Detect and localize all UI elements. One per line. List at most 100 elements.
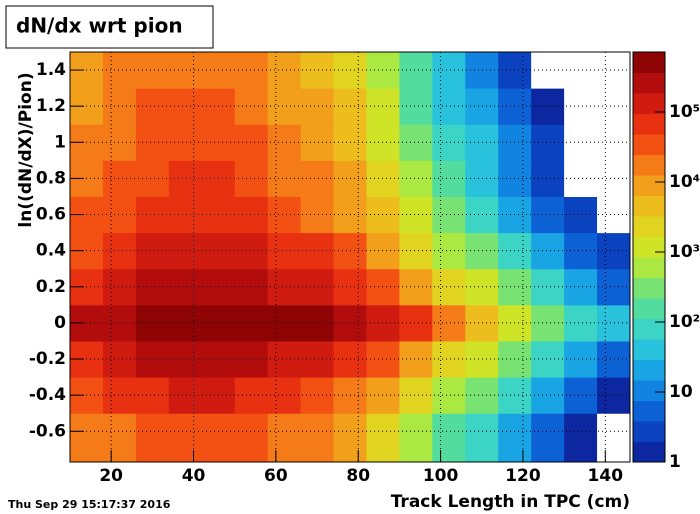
heatmap-cell	[267, 413, 302, 463]
palette-step	[633, 72, 665, 94]
heatmap-cell	[102, 124, 137, 161]
heatmap-cell	[168, 377, 203, 414]
z-tick-label: 10³	[669, 242, 700, 262]
heatmap-cell	[399, 160, 433, 197]
x-axis-label: Track Length in TPC (cm)	[391, 492, 630, 512]
heatmap-cell	[234, 304, 269, 342]
heatmap-cell	[267, 304, 302, 342]
heatmap-cell	[300, 340, 335, 378]
heatmap-cell	[399, 340, 433, 378]
heatmap-cell	[168, 160, 203, 197]
heatmap-cell	[531, 377, 565, 414]
heatmap-cell	[564, 88, 598, 125]
heatmap-cell	[333, 413, 367, 463]
heatmap-cell	[267, 377, 302, 414]
heatmap-cell	[300, 52, 335, 89]
palette-step	[633, 216, 665, 237]
heatmap-cell	[135, 124, 170, 161]
heatmap-cell	[531, 88, 565, 125]
heatmap-cell	[432, 232, 466, 270]
heatmap-cell	[399, 196, 433, 234]
heatmap-cell	[267, 88, 302, 125]
y-tick-label: 0.6	[36, 205, 66, 225]
heatmap-cell	[531, 268, 565, 306]
heatmap-cell	[267, 196, 302, 234]
heatmap-cell	[531, 160, 565, 197]
heatmap-cell	[465, 413, 499, 463]
heatmap-cell	[300, 232, 335, 270]
heatmap-cell	[267, 268, 302, 306]
heatmap-cell	[399, 88, 433, 125]
heatmap-cell	[399, 52, 433, 89]
heatmap-cell	[564, 196, 598, 234]
heatmap-cell	[597, 413, 631, 463]
heatmap-cell	[135, 304, 170, 342]
heatmap-cell	[531, 52, 565, 89]
y-tick-label: 0.2	[36, 277, 66, 297]
x-tick-label: 80	[346, 466, 370, 486]
heatmap-cell	[201, 413, 236, 463]
heatmap-cell	[300, 124, 335, 161]
heatmap-cell	[102, 160, 137, 197]
timestamp: Thu Sep 29 15:17:37 2016	[8, 498, 171, 511]
heatmap-cell	[135, 232, 170, 270]
y-tick-label: 1.4	[36, 60, 66, 80]
heatmap-cell	[168, 52, 203, 89]
heatmap-cell	[432, 196, 466, 234]
heatmap-cell	[300, 413, 335, 463]
z-tick-label: 10	[669, 382, 693, 402]
y-tick-label: 0	[54, 313, 66, 333]
x-tick-label: 20	[99, 466, 123, 486]
heatmap-cell	[432, 268, 466, 306]
y-tick-label: 0.8	[36, 168, 66, 188]
heatmap-cell	[300, 268, 335, 306]
heatmap-cell	[168, 88, 203, 125]
heatmap-cell	[399, 268, 433, 306]
heatmap-cell	[102, 52, 137, 89]
palette-step	[633, 298, 665, 319]
y-tick-label: -0.4	[29, 385, 66, 405]
heatmap-cell	[135, 377, 170, 414]
heatmap-cell	[300, 160, 335, 197]
palette-step	[633, 277, 665, 299]
heatmap-cell	[366, 413, 400, 463]
title-box	[5, 5, 214, 49]
heatmap-cell	[135, 196, 170, 234]
z-tick-label: 10⁵	[669, 102, 700, 122]
heatmap-cell	[234, 88, 269, 125]
heatmap-cell	[399, 124, 433, 161]
heatmap-cell	[135, 413, 170, 463]
heatmap-cell	[135, 52, 170, 89]
palette-step	[633, 236, 665, 258]
heatmap-cell	[102, 268, 137, 306]
heatmap-cell	[135, 88, 170, 125]
heatmap-cell	[102, 413, 137, 463]
heatmap-cell	[70, 413, 104, 463]
heatmap-cell	[564, 304, 598, 342]
heatmap-cell	[168, 268, 203, 306]
chart-title: dN/dx wrt pion	[16, 14, 183, 38]
y-tick-label: 1	[54, 132, 66, 152]
x-tick-label: 140	[588, 466, 624, 486]
z-tick-label: 10²	[669, 312, 700, 332]
palette-step	[633, 134, 665, 155]
heatmap-cell	[300, 304, 335, 342]
heatmap-cell	[531, 413, 565, 463]
heatmap-cell	[432, 160, 466, 197]
heatmap-cell	[234, 232, 269, 270]
palette-step	[633, 359, 665, 381]
heatmap-cell	[432, 52, 466, 89]
palette-frame	[632, 51, 666, 463]
heatmap-cell	[564, 268, 598, 306]
palette-step	[633, 318, 665, 340]
y-axis-label: ln((dN/dX)/Pion)	[16, 72, 36, 227]
palette-step	[633, 154, 665, 176]
heatmap-cell	[531, 340, 565, 378]
palette-step	[633, 339, 665, 360]
x-tick-label: 60	[264, 466, 288, 486]
heatmap-cell	[432, 340, 466, 378]
heatmap-cell	[432, 413, 466, 463]
x-tick-label: 120	[505, 466, 541, 486]
heatmap-cell	[168, 340, 203, 378]
y-tick-label: -0.6	[29, 421, 66, 441]
